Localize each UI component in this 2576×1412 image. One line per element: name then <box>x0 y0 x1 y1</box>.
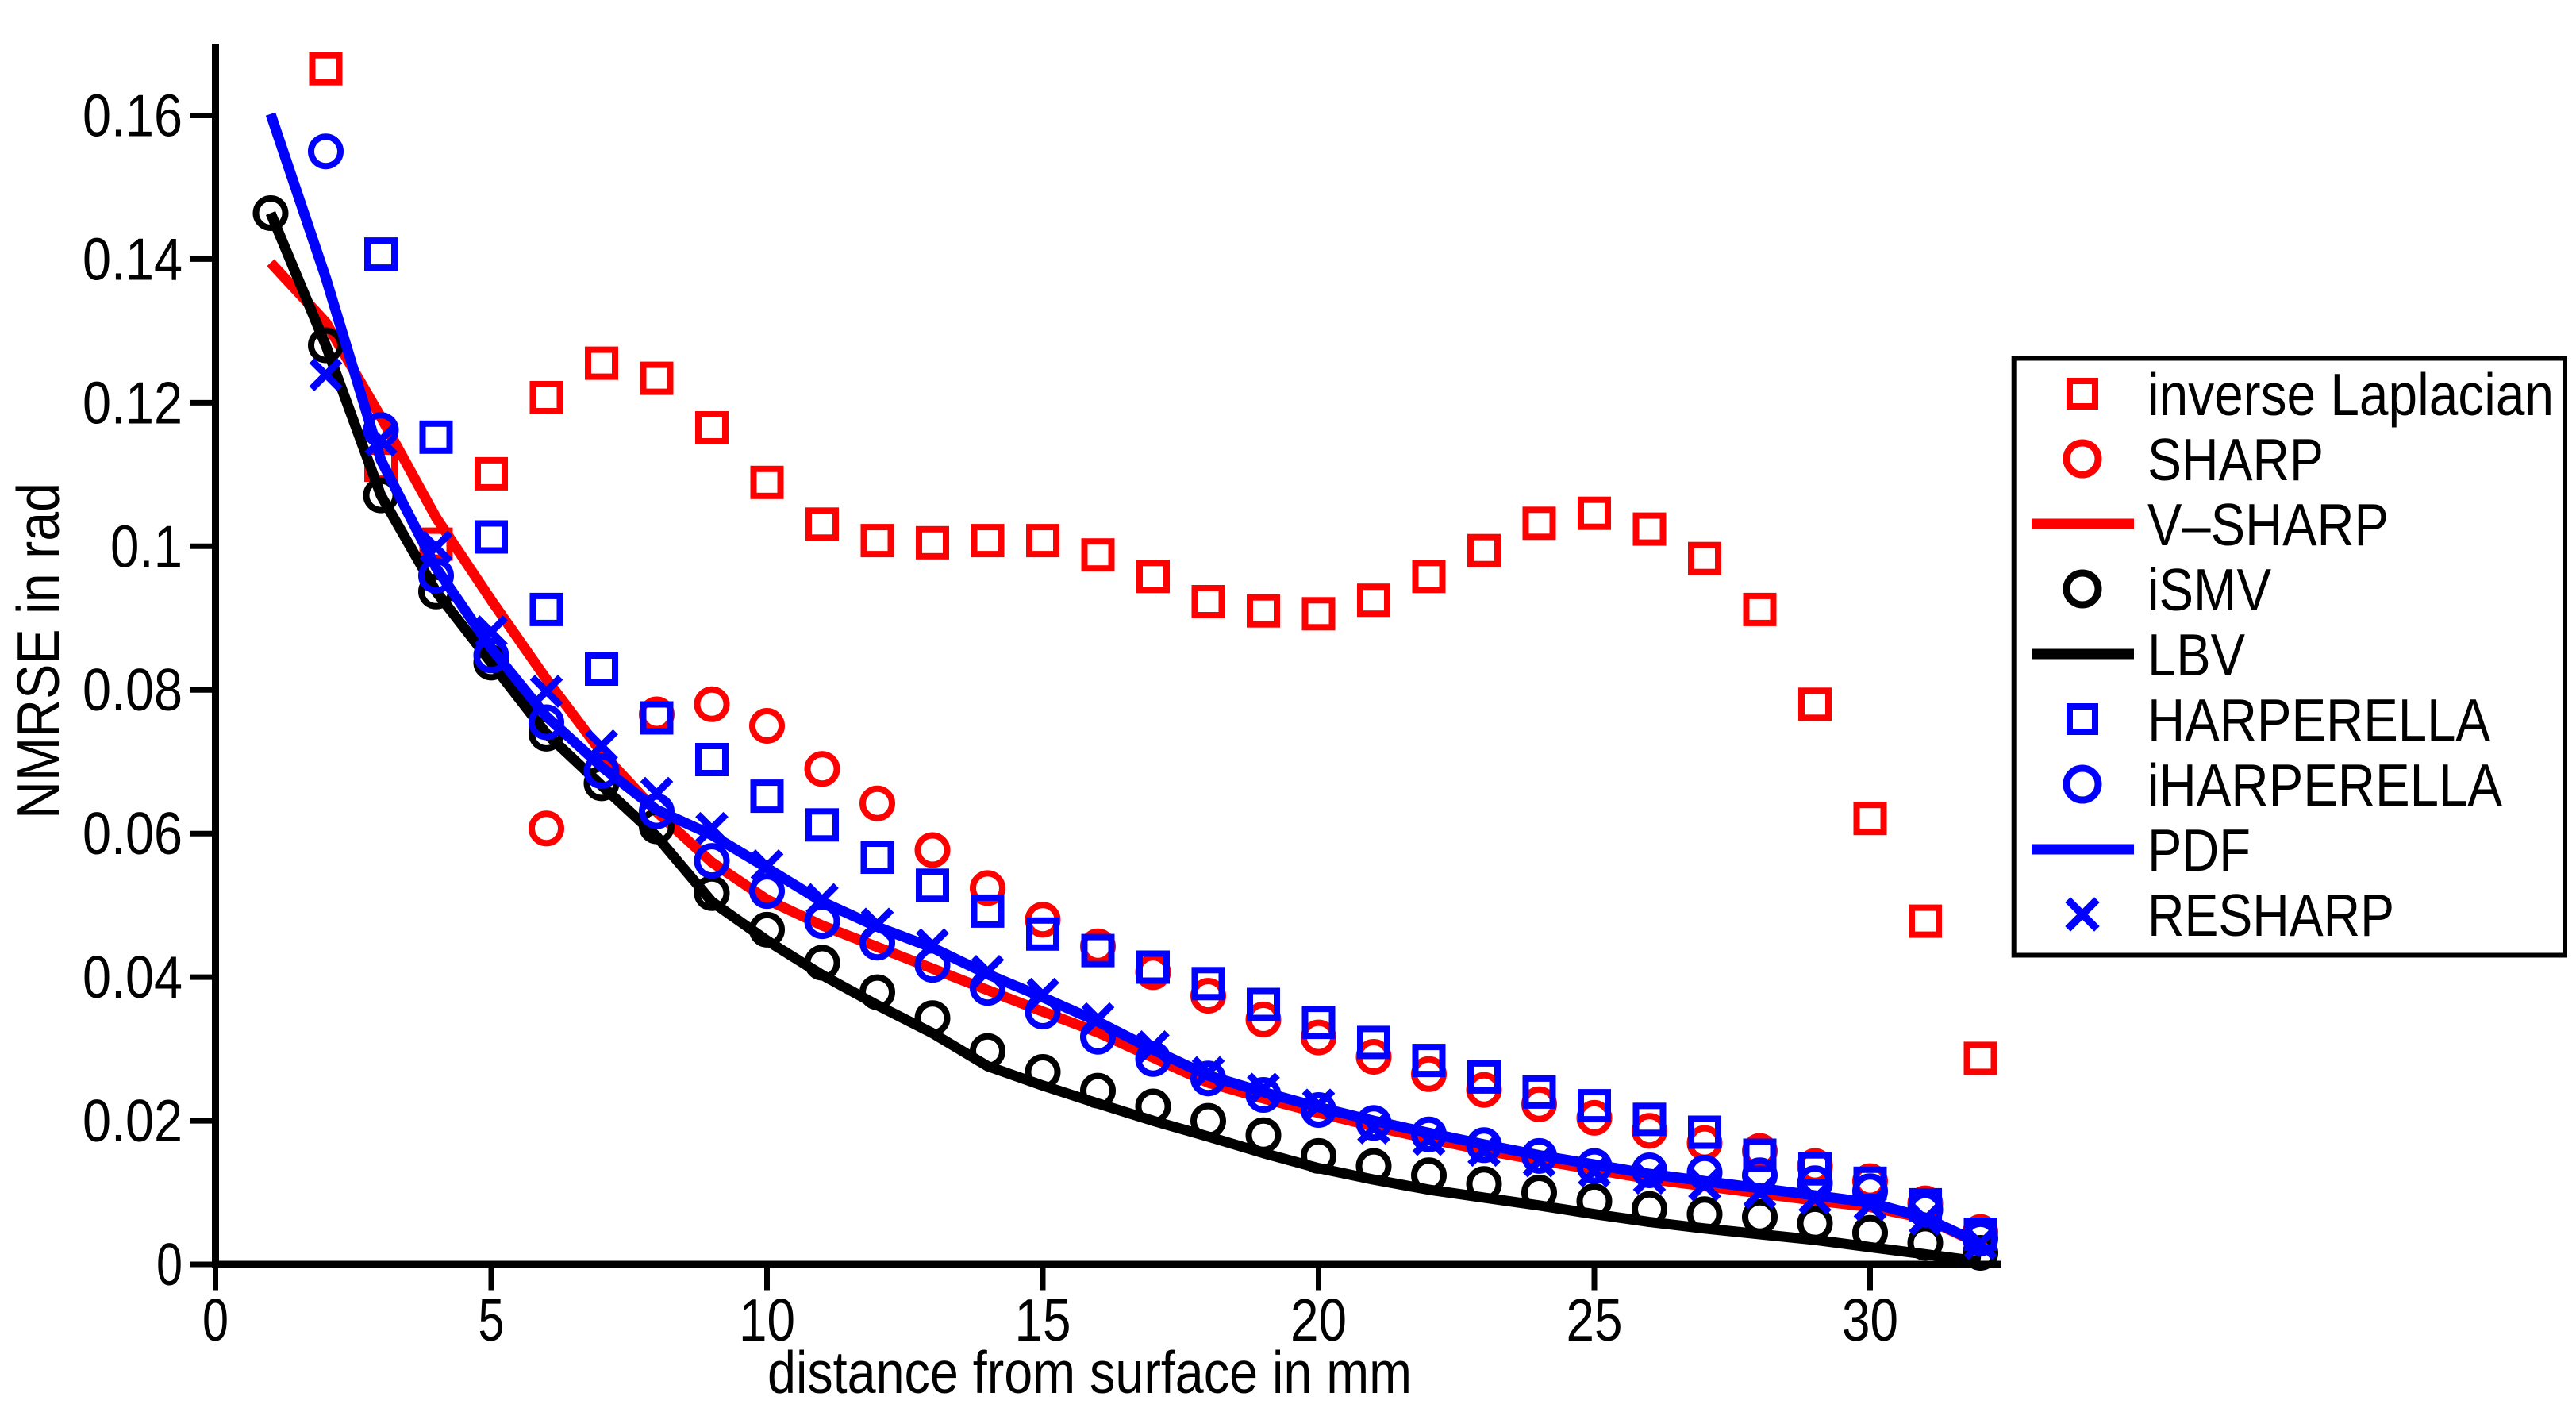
svg-text:SHARP: SHARP <box>2147 426 2324 493</box>
svg-text:0.08: 0.08 <box>83 656 183 723</box>
svg-text:distance from surface in mm: distance from surface in mm <box>767 1339 1412 1406</box>
svg-text:inverse Laplacian: inverse Laplacian <box>2147 361 2554 428</box>
svg-text:0.06: 0.06 <box>83 800 183 867</box>
svg-text:5: 5 <box>479 1287 505 1353</box>
svg-text:iSMV: iSMV <box>2147 556 2271 623</box>
svg-text:15: 15 <box>1015 1287 1071 1353</box>
svg-text:NMRSE in rad: NMRSE in rad <box>5 483 71 819</box>
svg-text:PDF: PDF <box>2147 817 2251 883</box>
svg-text:V–SHARP: V–SHARP <box>2147 491 2389 558</box>
svg-text:0: 0 <box>202 1287 229 1353</box>
svg-text:0.16: 0.16 <box>83 83 183 149</box>
svg-text:0.04: 0.04 <box>83 944 183 1010</box>
svg-text:0.02: 0.02 <box>83 1087 183 1154</box>
svg-text:25: 25 <box>1567 1287 1623 1353</box>
svg-text:iHARPERELLA: iHARPERELLA <box>2147 752 2502 818</box>
svg-text:HARPERELLA: HARPERELLA <box>2147 687 2490 753</box>
svg-text:RESHARP: RESHARP <box>2147 882 2394 948</box>
svg-text:0.12: 0.12 <box>83 369 183 436</box>
svg-text:0: 0 <box>156 1231 183 1298</box>
svg-text:30: 30 <box>1842 1287 1898 1353</box>
svg-text:10: 10 <box>739 1287 795 1353</box>
svg-text:LBV: LBV <box>2147 621 2245 688</box>
svg-text:0.14: 0.14 <box>83 225 183 292</box>
svg-text:0.1: 0.1 <box>110 513 183 579</box>
svg-text:20: 20 <box>1290 1287 1347 1353</box>
